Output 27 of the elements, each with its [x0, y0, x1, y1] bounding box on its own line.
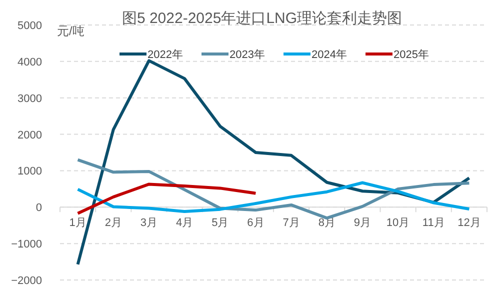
y-tick-label: 2000 — [18, 129, 42, 142]
y-tick-label: 0 — [36, 202, 42, 214]
y-tick-label: 4000 — [18, 56, 42, 68]
y-tick-label: −1000 — [11, 238, 42, 251]
x-tick-label: 6月 — [247, 217, 264, 230]
line-series — [76, 181, 471, 214]
y-tick-label: 1000 — [18, 166, 42, 178]
y-tick-label: 3000 — [18, 92, 42, 105]
x-tick-label: 4月 — [176, 217, 194, 230]
chart-title: 图5 2022-2025年进口LNG理论套利走势图 — [122, 10, 402, 27]
x-tick-label: 9月 — [354, 217, 372, 230]
y-tick-label: −2000 — [11, 275, 42, 287]
x-tick-label: 5月 — [212, 217, 229, 230]
x-tick-label: 7月 — [282, 217, 300, 230]
x-tick-label: 1月 — [69, 217, 86, 230]
legend-label: 2024年 — [312, 49, 347, 61]
x-tick-label: 2月 — [104, 217, 122, 230]
legend-label: 2022年 — [148, 49, 183, 61]
x-tick-label: 12月 — [458, 217, 481, 230]
y-tick-label: 5000 — [18, 20, 42, 32]
legend-label: 2023年 — [230, 49, 265, 61]
x-tick-label: 10月 — [386, 217, 410, 230]
line-series — [76, 182, 258, 215]
x-tick-label: 11月 — [422, 217, 445, 230]
y-axis-title: 元/吨 — [57, 24, 84, 38]
legend-label: 2025年 — [394, 49, 429, 61]
x-tick-label: 3月 — [140, 217, 158, 230]
